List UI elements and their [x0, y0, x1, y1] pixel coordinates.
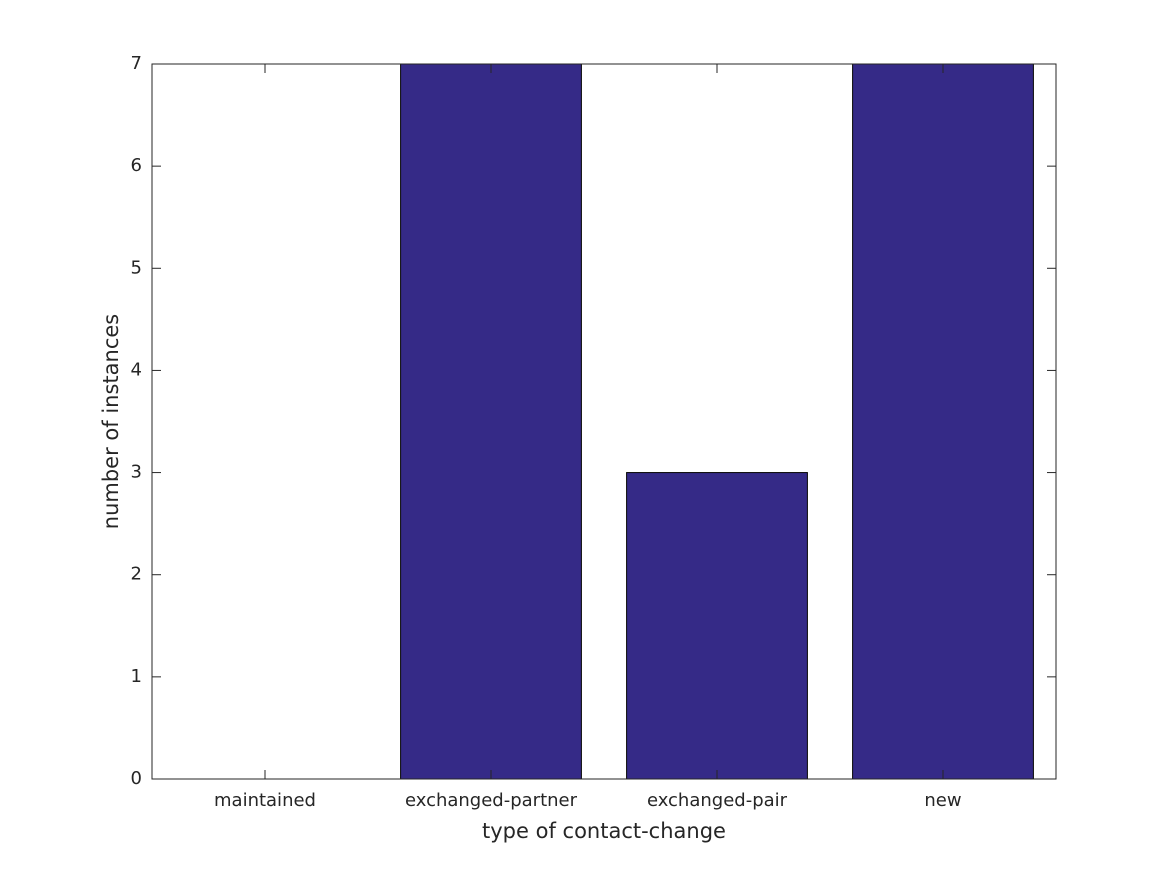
- plot-frame: [151, 63, 1057, 780]
- bar: [400, 63, 582, 780]
- y-tick-label: 3: [131, 462, 142, 483]
- y-tick-label: 5: [131, 257, 142, 278]
- x-axis-label: type of contact-change: [482, 819, 726, 843]
- bar: [852, 63, 1034, 780]
- x-tick-label: new: [924, 790, 961, 811]
- y-axis-label: number of instances: [99, 314, 123, 529]
- y-tick-label: 4: [131, 359, 142, 380]
- y-tick-label: 2: [131, 564, 142, 585]
- bar: [626, 472, 808, 780]
- y-tick-label: 1: [131, 666, 142, 687]
- y-tick-label: 6: [131, 155, 142, 176]
- y-tick-label: 0: [131, 768, 142, 789]
- y-tick-label: 7: [131, 53, 142, 74]
- x-tick-label: exchanged-pair: [647, 790, 788, 811]
- x-tick-label: maintained: [214, 790, 316, 811]
- x-tick-label: exchanged-partner: [405, 790, 578, 811]
